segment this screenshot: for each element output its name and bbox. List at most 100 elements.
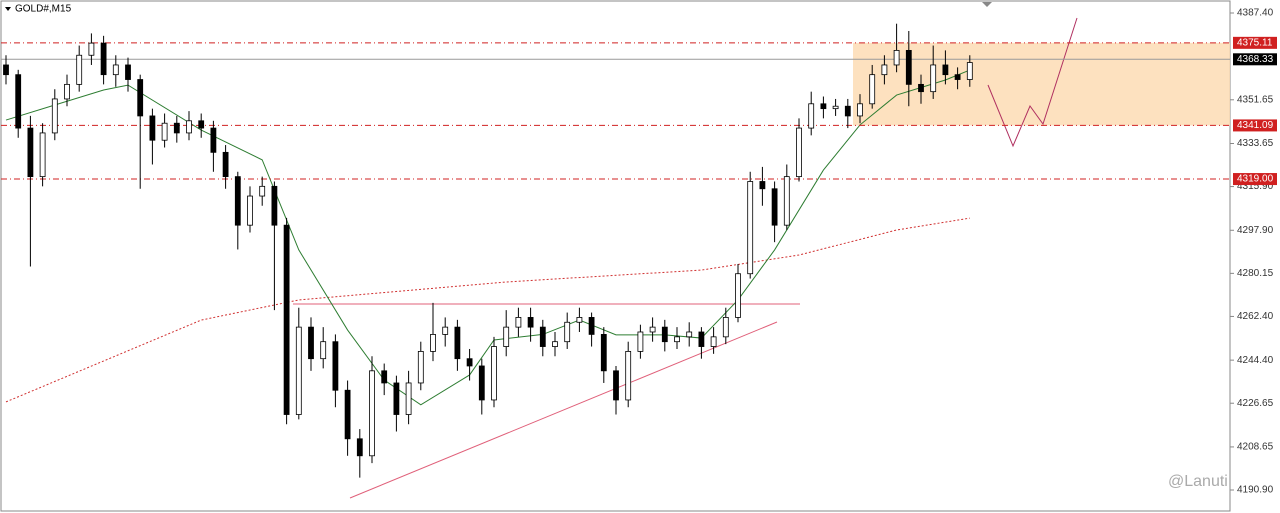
candle-body: [552, 341, 558, 347]
ma-slow: [5, 217, 970, 403]
y-tick-label: 4387.40: [1237, 8, 1274, 19]
candle-body: [112, 64, 119, 76]
candle-body: [576, 317, 583, 323]
level-label: 4375.11: [1237, 37, 1273, 48]
y-tick-label: 4244.40: [1237, 355, 1274, 366]
candle-body: [417, 351, 424, 384]
candle-body: [930, 64, 937, 93]
candle-body: [381, 370, 388, 384]
candle-body: [503, 326, 510, 347]
candle-body: [820, 103, 827, 110]
candle-body: [161, 122, 168, 141]
candle-body: [3, 64, 9, 76]
candle-body: [198, 120, 205, 129]
candle-body: [649, 326, 656, 333]
candle-body: [491, 346, 497, 401]
level-label-bg: [1233, 53, 1277, 66]
candle-body: [515, 317, 522, 328]
chart-title: GOLD#,M15: [15, 4, 72, 15]
candle-body: [600, 334, 607, 372]
candle-body: [51, 98, 58, 134]
candle-body: [454, 326, 461, 360]
candle-body: [613, 370, 619, 401]
y-tick-label: 4208.65: [1237, 442, 1274, 453]
candle-body: [308, 326, 314, 360]
candle-body: [15, 74, 22, 129]
candle-body: [259, 185, 266, 197]
candle-body: [869, 74, 876, 105]
candle-body: [954, 74, 961, 80]
candle-body: [88, 42, 95, 56]
candle-body: [832, 105, 839, 110]
candle-body: [466, 358, 473, 367]
candle-body: [356, 438, 363, 457]
level-label: 4341.09: [1237, 120, 1274, 131]
candle-body: [173, 122, 180, 134]
candle-body: [686, 331, 693, 338]
trend-line: [349, 321, 778, 499]
candle-body: [186, 120, 192, 134]
level-label: 4368.33: [1237, 54, 1274, 65]
watermark: @Lanuti: [1168, 473, 1228, 490]
candle-body: [405, 382, 412, 415]
candle-body: [332, 341, 339, 391]
y-tick-label: 4190.90: [1237, 485, 1274, 496]
candle-body: [64, 83, 70, 100]
candle-body: [796, 127, 802, 178]
level-label: 4319.00: [1237, 174, 1274, 185]
candle-body: [247, 195, 253, 226]
candle-body: [881, 64, 888, 76]
candle-body: [344, 389, 351, 440]
candle-body: [100, 42, 107, 76]
candle-body: [222, 151, 229, 178]
candle-body: [722, 317, 729, 338]
candle-body: [369, 370, 375, 457]
candle-body: [27, 127, 34, 178]
under-layer: [853, 42, 1230, 126]
candle-body: [210, 127, 217, 153]
level-label-bg: [1233, 36, 1277, 49]
candle-body: [271, 185, 278, 226]
candle-body: [942, 64, 949, 76]
candle-body: [747, 181, 754, 275]
candle-body: [905, 49, 912, 85]
candle-body: [735, 273, 741, 318]
candle-body: [710, 336, 717, 347]
candle-body: [564, 321, 571, 343]
candle-body: [674, 336, 680, 343]
y-tick-label: 4262.40: [1237, 311, 1274, 322]
candle-body: [527, 317, 534, 328]
y-tick-label: 4351.65: [1237, 94, 1274, 105]
candle-body: [430, 334, 436, 352]
candle-body: [478, 365, 485, 401]
candle-body: [76, 54, 83, 85]
candle-body: [442, 326, 449, 335]
candle-body: [588, 317, 595, 335]
candle-body: [759, 181, 766, 190]
candle-body: [234, 176, 241, 226]
candle-body: [149, 115, 156, 141]
candle-body: [918, 83, 924, 93]
y-tick-label: 4226.65: [1237, 398, 1274, 409]
menu-arrow: [5, 7, 11, 11]
candle-body: [625, 351, 632, 401]
target-zone: [853, 42, 1230, 126]
y-tick-label: 4333.65: [1237, 138, 1274, 149]
candle-body: [857, 103, 863, 117]
candle-body: [966, 62, 973, 80]
y-tick-label: 4280.15: [1237, 268, 1274, 279]
shift-marker: [982, 2, 992, 7]
candle-body: [698, 331, 705, 347]
candle-body: [393, 382, 400, 415]
candle-body: [137, 79, 144, 117]
y-tick-label: 4315.90: [1237, 181, 1274, 192]
candle-body: [295, 326, 302, 415]
level-label-bg: [1233, 119, 1277, 132]
level-label-bg: [1233, 173, 1277, 186]
candle-body: [320, 341, 327, 360]
candle-body: [661, 326, 668, 343]
candle-body: [39, 132, 46, 178]
candle-body: [783, 176, 790, 226]
candle-body: [771, 188, 778, 226]
